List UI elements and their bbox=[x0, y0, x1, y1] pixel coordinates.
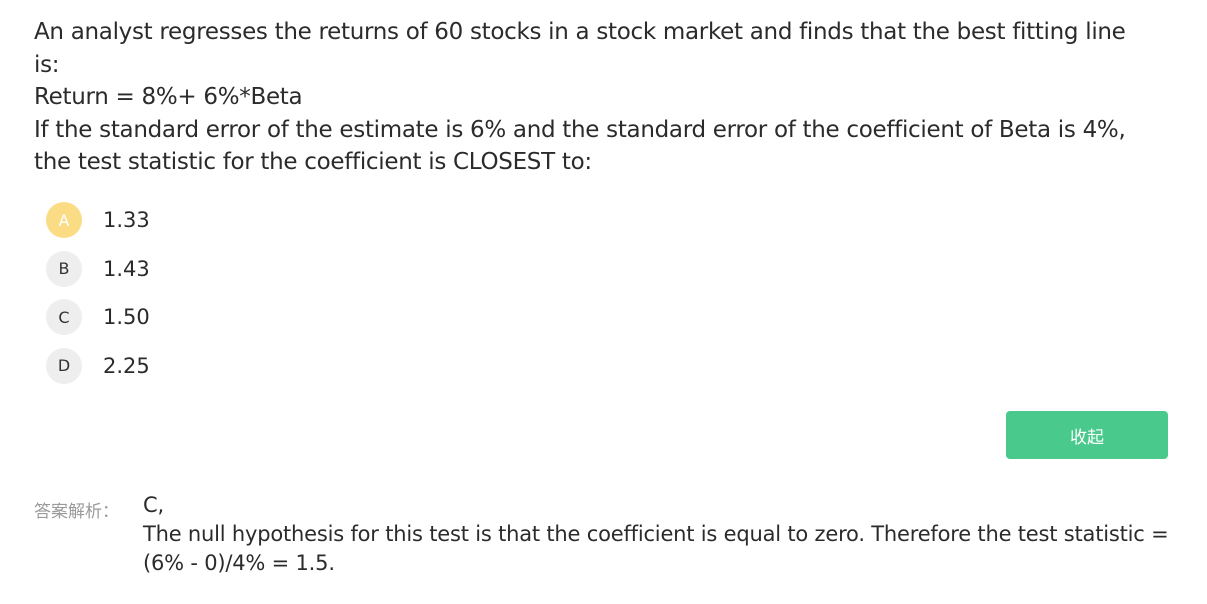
analysis-label: 答案解析： bbox=[34, 502, 119, 522]
analysis-explanation: The null hypothesis for this test is tha… bbox=[143, 522, 1169, 575]
question-text: An analyst regresses the returns of 60 s… bbox=[34, 16, 1174, 179]
analysis-answer: C, bbox=[143, 493, 164, 517]
question-line: An analyst regresses the returns of 60 s… bbox=[34, 19, 1126, 45]
option-letter-badge: A bbox=[46, 202, 82, 239]
option-text: 1.50 bbox=[103, 305, 150, 330]
option-c[interactable]: C 1.50 bbox=[46, 293, 150, 342]
option-letter-badge: C bbox=[46, 299, 82, 336]
option-text: 2.25 bbox=[103, 353, 150, 378]
collapse-button[interactable]: 收起 bbox=[1006, 411, 1168, 459]
option-letter-badge: B bbox=[46, 250, 82, 287]
option-text: 1.33 bbox=[103, 208, 150, 233]
question-line: Return = 8%+ 6%*Beta bbox=[34, 84, 303, 110]
option-b[interactable]: B 1.43 bbox=[46, 245, 150, 294]
option-letter-badge: D bbox=[46, 347, 82, 384]
option-d[interactable]: D 2.25 bbox=[46, 342, 150, 391]
answer-options: A 1.33 B 1.43 C 1.50 D 2.25 bbox=[46, 196, 150, 390]
option-a[interactable]: A 1.33 bbox=[46, 196, 150, 245]
question-line: is: bbox=[34, 51, 60, 78]
question-line: If the standard error of the estimate is… bbox=[34, 116, 1126, 143]
question-line: the test statistic for the coefficient i… bbox=[34, 149, 592, 175]
analysis-content: C, The null hypothesis for this test is … bbox=[143, 491, 1173, 578]
option-text: 1.43 bbox=[103, 256, 150, 281]
